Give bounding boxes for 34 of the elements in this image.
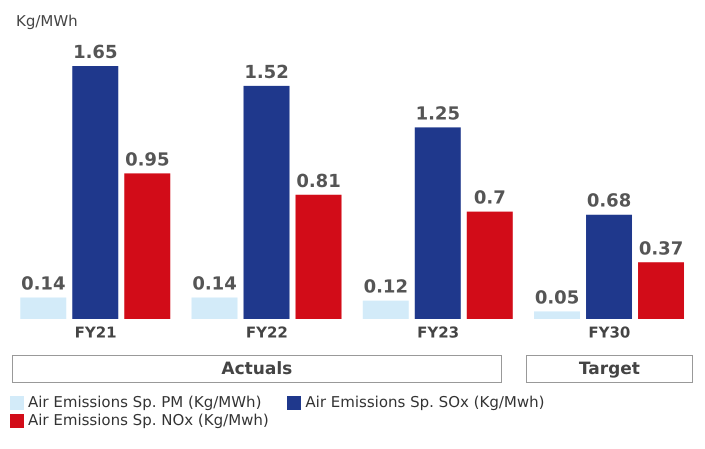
data-label: 1.25 [416,103,460,124]
data-label: 0.14 [21,274,66,295]
x-tick-label: FY23 [417,324,460,342]
data-label: 1.52 [244,62,289,83]
bar [192,298,238,319]
bar [244,86,290,319]
bar [296,194,342,319]
legend-label: Air Emissions Sp. SOx (Kg/Mwh) [305,393,544,411]
legend-label: Air Emissions Sp. NOx (Kg/Mwh) [28,411,269,429]
x-tick-label: FY22 [246,324,288,342]
bar [362,300,409,319]
bar [466,212,513,319]
bar [534,311,580,319]
x-tick-label: FY21 [74,324,117,342]
bar [586,214,632,319]
data-label: 0.05 [534,287,580,308]
data-label: 0.14 [192,274,237,295]
data-label: 0.7 [474,188,506,209]
data-label: 0.12 [364,276,408,298]
legend-label: Air Emissions Sp. PM (Kg/MWh) [28,393,262,411]
bar [20,298,66,319]
data-label: 0.68 [586,190,632,212]
label-box: Actuals [12,355,502,383]
label-box: Target [526,355,693,383]
data-label: 1.65 [73,42,118,63]
bar [638,262,684,319]
bar [124,173,170,319]
bar [414,127,461,319]
x-tick-label: FY30 [588,324,630,342]
data-label: 0.95 [125,149,170,170]
bar [72,66,118,319]
data-label: 0.81 [296,170,341,192]
data-label: 0.37 [638,238,684,260]
y-axis-title: Kg/MWh [16,12,78,30]
